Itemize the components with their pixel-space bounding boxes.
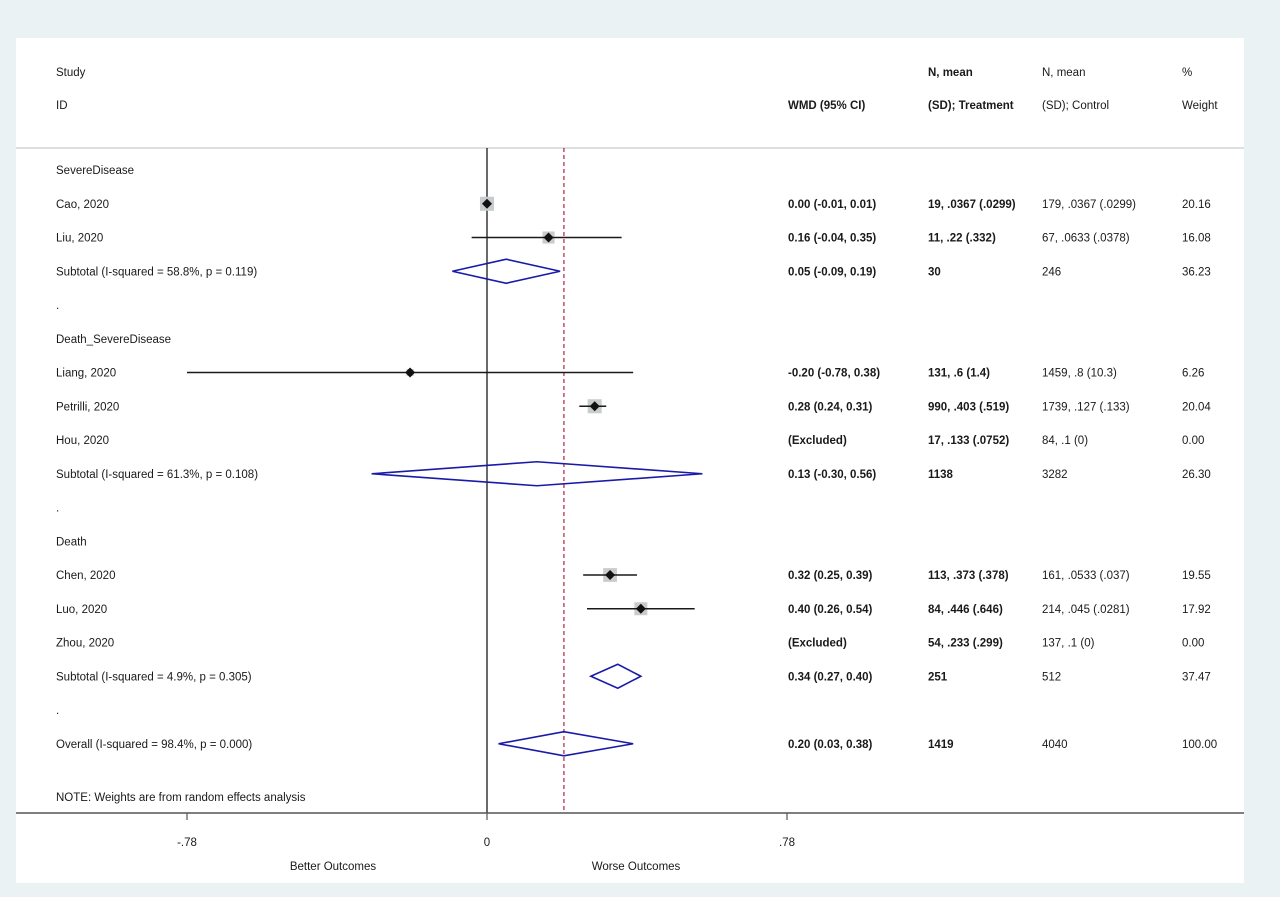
row-treatment-chen-2020: 113, .373 (.378)	[928, 570, 1009, 582]
row-treatment-subtotal-i-squared-61-3-p-0-108: 1138	[928, 469, 954, 481]
row-wmd-luo-2020: 0.40 (0.26, 0.54)	[788, 604, 873, 616]
row-wmd-chen-2020: 0.32 (0.25, 0.39)	[788, 570, 873, 582]
row-control-overall-i-squared-98-4-p-0-000: 4040	[1042, 739, 1068, 751]
row-treatment-hou-2020: 17, .133 (.0752)	[928, 435, 1009, 447]
row-weight-liang-2020: 6.26	[1182, 368, 1204, 380]
direction-label-right: Worse Outcomes	[592, 861, 681, 873]
row-label-overall-i-squared-98-4-p-0-000: Overall (I-squared = 98.4%, p = 0.000)	[56, 739, 252, 751]
row-wmd-hou-2020: (Excluded)	[788, 435, 847, 447]
header-id: ID	[56, 100, 68, 112]
x-tick-label: 0	[484, 837, 490, 849]
row-weight-zhou-2020: 0.00	[1182, 638, 1204, 650]
row-label-spacer: .	[56, 503, 59, 515]
row-label-subtotal-i-squared-4-9-p-0-305: Subtotal (I-squared = 4.9%, p = 0.305)	[56, 671, 252, 683]
row-control-petrilli-2020: 1739, .127 (.133)	[1042, 401, 1130, 413]
row-wmd-overall-i-squared-98-4-p-0-000: 0.20 (0.03, 0.38)	[788, 739, 873, 751]
row-control-luo-2020: 214, .045 (.0281)	[1042, 604, 1130, 616]
row-label-cao-2020: Cao, 2020	[56, 199, 109, 211]
header-study: Study	[56, 67, 86, 79]
row-weight-hou-2020: 0.00	[1182, 435, 1204, 447]
row-label-spacer: .	[56, 705, 59, 717]
row-treatment-petrilli-2020: 990, .403 (.519)	[928, 401, 1009, 413]
row-label-petrilli-2020: Petrilli, 2020	[56, 401, 119, 413]
rows-layer: SevereDisease Cao, 2020 0.00 (-0.01, 0.01)…	[56, 148, 1217, 813]
study-point-estimate	[605, 570, 616, 580]
x-axis: -.78 0 .78	[177, 813, 795, 849]
row-label-luo-2020: Luo, 2020	[56, 604, 107, 616]
row-weight-subtotal-i-squared-4-9-p-0-305: 37.47	[1182, 671, 1211, 683]
row-wmd-subtotal-i-squared-4-9-p-0-305: 0.34 (0.27, 0.40)	[788, 671, 873, 683]
row-label-chen-2020: Chen, 2020	[56, 570, 115, 582]
row-label-severedisease: SevereDisease	[56, 165, 134, 177]
x-tick-label: .78	[779, 837, 795, 849]
row-treatment-subtotal-i-squared-4-9-p-0-305: 251	[928, 671, 948, 683]
study-point-estimate	[482, 198, 492, 209]
row-label-subtotal-i-squared-58-8-p-0-119: Subtotal (I-squared = 58.8%, p = 0.119)	[56, 266, 257, 278]
row-label-death: Death	[56, 536, 87, 548]
row-weight-overall-i-squared-98-4-p-0-000: 100.00	[1182, 739, 1217, 751]
header-control-line2: (SD); Control	[1042, 100, 1109, 112]
row-weight-petrilli-2020: 20.04	[1182, 401, 1211, 413]
row-control-liu-2020: 67, .0633 (.0378)	[1042, 233, 1130, 245]
study-point-estimate	[543, 232, 554, 243]
row-weight-subtotal-i-squared-58-8-p-0-119: 36.23	[1182, 266, 1211, 278]
row-label-hou-2020: Hou, 2020	[56, 435, 109, 447]
row-control-chen-2020: 161, .0533 (.037)	[1042, 570, 1130, 582]
row-wmd-subtotal-i-squared-61-3-p-0-108: 0.13 (-0.30, 0.56)	[788, 469, 876, 481]
row-weight-cao-2020: 20.16	[1182, 199, 1211, 211]
x-tick-label: -.78	[177, 837, 197, 849]
row-wmd-liang-2020: -0.20 (-0.78, 0.38)	[788, 368, 880, 380]
header-treatment-line1: N, mean	[928, 67, 973, 79]
row-weight-chen-2020: 19.55	[1182, 570, 1211, 582]
subtotal-diamond	[588, 663, 643, 690]
row-wmd-liu-2020: 0.16 (-0.04, 0.35)	[788, 233, 876, 245]
row-wmd-zhou-2020: (Excluded)	[788, 638, 847, 650]
row-label-spacer: .	[56, 300, 59, 312]
row-weight-subtotal-i-squared-61-3-p-0-108: 26.30	[1182, 469, 1211, 481]
row-treatment-cao-2020: 19, .0367 (.0299)	[928, 199, 1016, 211]
row-treatment-luo-2020: 84, .446 (.646)	[928, 604, 1003, 616]
study-point-estimate	[405, 367, 416, 378]
row-control-liang-2020: 1459, .8 (10.3)	[1042, 368, 1117, 380]
row-wmd-cao-2020: 0.00 (-0.01, 0.01)	[788, 199, 876, 211]
row-label-subtotal-i-squared-61-3-p-0-108: Subtotal (I-squared = 61.3%, p = 0.108)	[56, 469, 258, 481]
forest-plot-panel: Study ID WMD (95% CI) N, mean (SD); Trea…	[16, 38, 1244, 883]
row-control-hou-2020: 84, .1 (0)	[1042, 435, 1088, 447]
header-treatment-line2: (SD); Treatment	[928, 100, 1014, 112]
row-label-zhou-2020: Zhou, 2020	[56, 638, 114, 650]
row-control-zhou-2020: 137, .1 (0)	[1042, 638, 1095, 650]
row-treatment-overall-i-squared-98-4-p-0-000: 1419	[928, 739, 954, 751]
row-control-cao-2020: 179, .0367 (.0299)	[1042, 199, 1136, 211]
row-wmd-petrilli-2020: 0.28 (0.24, 0.31)	[788, 401, 873, 413]
row-weight-luo-2020: 17.92	[1182, 604, 1211, 616]
subtotal-diamond	[371, 460, 703, 487]
row-label-liu-2020: Liu, 2020	[56, 233, 103, 245]
header-weight-line1: %	[1182, 67, 1192, 79]
forest-plot: Study ID WMD (95% CI) N, mean (SD); Trea…	[16, 67, 1244, 873]
row-control-subtotal-i-squared-58-8-p-0-119: 246	[1042, 266, 1061, 278]
row-treatment-liang-2020: 131, .6 (1.4)	[928, 368, 990, 380]
header-weight-line2: Weight	[1182, 100, 1218, 112]
overall-diamond	[498, 730, 634, 757]
row-label-liang-2020: Liang, 2020	[56, 368, 116, 380]
study-point-estimate	[589, 401, 600, 412]
row-weight-liu-2020: 16.08	[1182, 233, 1211, 245]
row-wmd-subtotal-i-squared-58-8-p-0-119: 0.05 (-0.09, 0.19)	[788, 266, 876, 278]
row-control-subtotal-i-squared-4-9-p-0-305: 512	[1042, 671, 1061, 683]
row-control-subtotal-i-squared-61-3-p-0-108: 3282	[1042, 469, 1068, 481]
study-point-estimate	[635, 603, 646, 614]
footnote: NOTE: Weights are from random effects an…	[56, 792, 306, 804]
header-control-line1: N, mean	[1042, 67, 1085, 79]
direction-label-left: Better Outcomes	[290, 861, 377, 873]
row-treatment-subtotal-i-squared-58-8-p-0-119: 30	[928, 266, 941, 278]
row-label-death-severedisease: Death_SevereDisease	[56, 334, 171, 346]
subtotal-diamond	[452, 258, 561, 285]
header-effect: WMD (95% CI)	[788, 100, 865, 112]
row-treatment-zhou-2020: 54, .233 (.299)	[928, 638, 1003, 650]
row-treatment-liu-2020: 11, .22 (.332)	[928, 233, 996, 245]
